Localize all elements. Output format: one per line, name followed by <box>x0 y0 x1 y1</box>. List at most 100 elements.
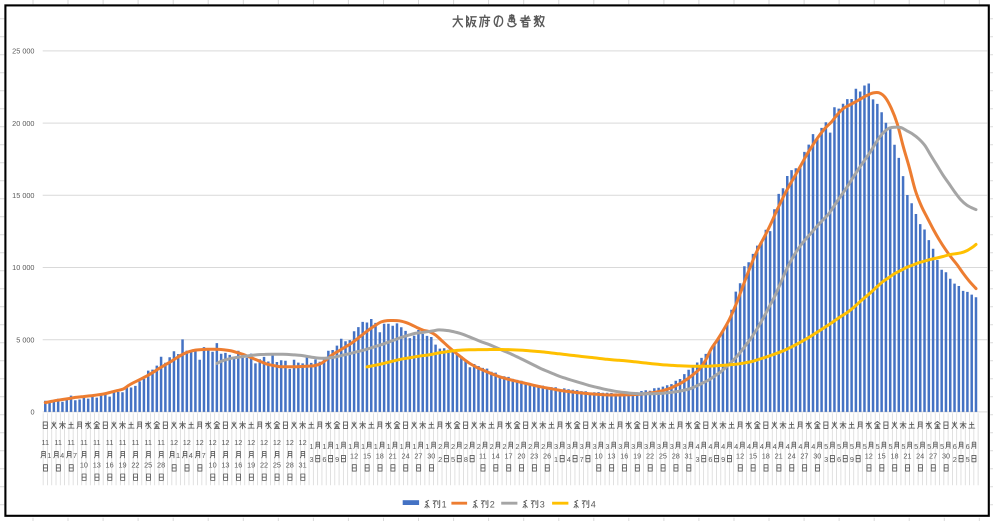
svg-text:11: 11 <box>93 438 101 447</box>
svg-text:30: 30 <box>813 451 821 460</box>
svg-text:15 000: 15 000 <box>12 191 34 200</box>
svg-text:4: 4 <box>591 500 596 510</box>
svg-text:4: 4 <box>721 442 725 451</box>
svg-text:4: 4 <box>798 442 802 451</box>
svg-text:12: 12 <box>209 438 217 447</box>
svg-text:21: 21 <box>775 451 783 460</box>
svg-text:3: 3 <box>618 442 622 451</box>
svg-text:25: 25 <box>659 451 667 460</box>
svg-text:5: 5 <box>927 442 931 451</box>
svg-text:7: 7 <box>202 451 206 460</box>
svg-text:5: 5 <box>451 455 455 464</box>
svg-text:22: 22 <box>646 451 654 460</box>
svg-text:11: 11 <box>67 438 75 447</box>
svg-text:6: 6 <box>953 442 957 451</box>
svg-text:4: 4 <box>567 455 571 464</box>
svg-text:18: 18 <box>890 451 898 460</box>
svg-text:30: 30 <box>942 451 950 460</box>
svg-text:2: 2 <box>490 442 494 451</box>
svg-text:1: 1 <box>387 442 391 451</box>
svg-text:6: 6 <box>966 442 970 451</box>
svg-text:12: 12 <box>260 438 268 447</box>
svg-text:3: 3 <box>683 442 687 451</box>
svg-text:20 000: 20 000 <box>12 119 34 128</box>
svg-text:5 000: 5 000 <box>16 335 34 344</box>
svg-text:31: 31 <box>685 451 693 460</box>
svg-text:21: 21 <box>903 451 911 460</box>
svg-text:11: 11 <box>157 438 165 447</box>
svg-text:6: 6 <box>322 455 326 464</box>
svg-text:4: 4 <box>811 442 815 451</box>
svg-text:5: 5 <box>966 455 970 464</box>
svg-text:12: 12 <box>865 451 873 460</box>
svg-text:3: 3 <box>644 442 648 451</box>
svg-text:0: 0 <box>30 408 34 417</box>
svg-text:5: 5 <box>901 442 905 451</box>
svg-text:13: 13 <box>221 461 229 470</box>
svg-text:6: 6 <box>837 455 841 464</box>
svg-text:12: 12 <box>196 438 204 447</box>
svg-text:3: 3 <box>631 442 635 451</box>
svg-text:1: 1 <box>412 442 416 451</box>
svg-text:18: 18 <box>762 451 770 460</box>
svg-text:28: 28 <box>672 451 680 460</box>
svg-text:9: 9 <box>850 455 854 464</box>
svg-text:12: 12 <box>273 438 281 447</box>
svg-text:2: 2 <box>541 442 545 451</box>
svg-text:15: 15 <box>363 451 371 460</box>
svg-text:28: 28 <box>157 461 165 470</box>
svg-text:1: 1 <box>47 451 51 460</box>
svg-text:24: 24 <box>402 451 410 460</box>
svg-text:5: 5 <box>863 442 867 451</box>
svg-text:4: 4 <box>747 442 751 451</box>
svg-text:10: 10 <box>209 461 217 470</box>
svg-text:1: 1 <box>400 442 404 451</box>
svg-text:3: 3 <box>309 455 313 464</box>
svg-text:3: 3 <box>580 442 584 451</box>
svg-text:3: 3 <box>670 442 674 451</box>
svg-text:12: 12 <box>736 451 744 460</box>
svg-text:2: 2 <box>502 442 506 451</box>
svg-text:3: 3 <box>540 500 545 510</box>
svg-text:12: 12 <box>299 438 307 447</box>
svg-text:11: 11 <box>106 438 114 447</box>
svg-text:3: 3 <box>593 442 597 451</box>
svg-text:2: 2 <box>490 500 495 510</box>
svg-text:5: 5 <box>940 442 944 451</box>
svg-text:4: 4 <box>734 442 738 451</box>
svg-text:11: 11 <box>132 438 140 447</box>
svg-text:5: 5 <box>824 442 828 451</box>
svg-text:19: 19 <box>247 461 255 470</box>
svg-text:4: 4 <box>60 451 64 460</box>
svg-text:19: 19 <box>118 461 126 470</box>
svg-text:12: 12 <box>350 451 358 460</box>
svg-text:7: 7 <box>580 455 584 464</box>
svg-text:5: 5 <box>850 442 854 451</box>
svg-text:11: 11 <box>119 438 127 447</box>
svg-text:2: 2 <box>438 442 442 451</box>
svg-text:1: 1 <box>335 442 339 451</box>
svg-text:12: 12 <box>247 438 255 447</box>
svg-text:3: 3 <box>824 455 828 464</box>
svg-text:2: 2 <box>953 455 957 464</box>
svg-text:26: 26 <box>543 451 551 460</box>
svg-text:12: 12 <box>286 438 294 447</box>
svg-text:8: 8 <box>464 455 468 464</box>
svg-text:4: 4 <box>189 451 193 460</box>
svg-text:20: 20 <box>517 451 525 460</box>
svg-text:15: 15 <box>749 451 757 460</box>
svg-text:16: 16 <box>620 451 628 460</box>
svg-text:12: 12 <box>221 438 229 447</box>
svg-text:11: 11 <box>80 438 88 447</box>
svg-text:4: 4 <box>786 442 790 451</box>
svg-text:2: 2 <box>464 442 468 451</box>
svg-text:19: 19 <box>633 451 641 460</box>
svg-text:1: 1 <box>425 442 429 451</box>
svg-text:1: 1 <box>554 455 558 464</box>
svg-text:1: 1 <box>361 442 365 451</box>
svg-text:13: 13 <box>607 451 615 460</box>
svg-text:12: 12 <box>234 438 242 447</box>
svg-text:1: 1 <box>442 500 447 510</box>
svg-text:14: 14 <box>492 451 500 460</box>
svg-text:4: 4 <box>773 442 777 451</box>
